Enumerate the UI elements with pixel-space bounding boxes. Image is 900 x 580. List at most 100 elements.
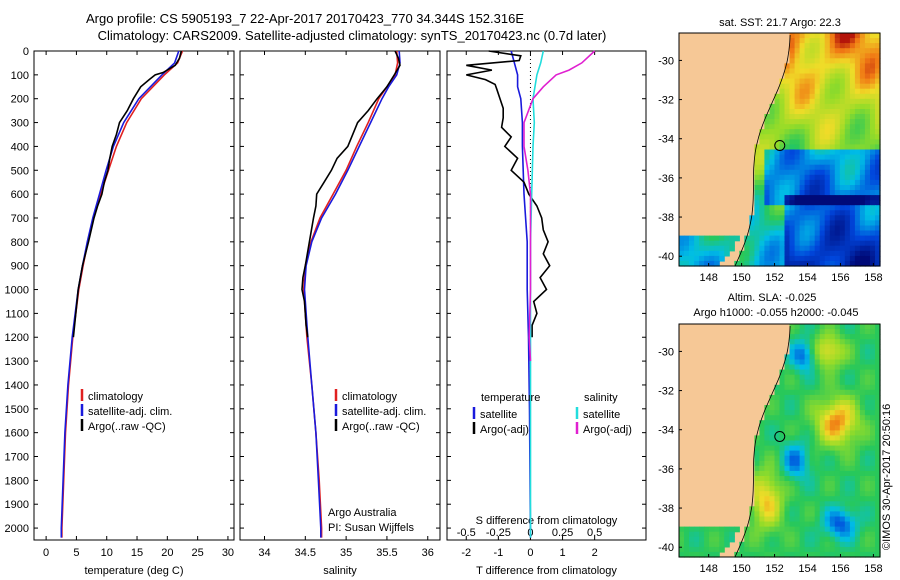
map-cell [854,124,861,130]
map-cell [804,476,811,482]
map-cell [829,405,836,411]
map-cell [809,58,816,64]
map-cell [839,38,846,44]
map-cell [864,169,871,176]
map-cell [854,78,861,85]
map-cell [854,445,861,452]
map-cell [794,496,801,502]
map-cell [854,511,861,518]
y-tick-label: -30 [658,55,674,67]
map-cell [870,531,876,538]
map-cell [814,33,821,39]
map-cell [844,114,851,120]
map-cell [814,98,821,105]
map-cell [829,88,836,95]
map-cell [839,486,846,492]
map-cell [769,134,776,140]
map-cell [789,511,796,518]
map-cell [784,225,791,232]
map-cell [809,486,816,492]
map-cell [779,164,786,171]
map-cell [804,425,811,431]
map-cell [819,465,826,472]
map-cell [804,149,811,156]
map-cell [829,149,836,156]
map-cell [849,58,856,64]
map-cell [824,63,831,70]
map-cell [779,88,786,95]
map-cell [854,516,861,523]
map-cell [819,501,826,507]
map-cell [859,389,866,396]
map-cell [819,185,826,191]
map-cell [849,235,856,242]
map-cell [809,324,816,330]
map-cell [849,210,856,216]
map-cell [794,260,801,267]
map-cell [759,240,765,247]
map-cell [834,455,841,462]
map-cell [875,33,881,39]
map-cell [875,400,881,406]
map-cell [819,139,826,146]
map-cell [875,435,881,442]
map-cell [859,541,866,548]
map-cell [789,445,796,452]
map-cell [844,58,851,64]
map-cell [754,551,760,558]
map-cell [870,384,876,391]
map-cell [799,450,806,457]
map-cell [809,516,816,523]
map-cell [804,481,811,487]
map-cell [864,33,871,39]
map-cell [799,109,806,115]
map-cell [824,73,831,80]
map-cell [784,486,791,492]
map-cell [844,225,851,232]
map-cell [794,491,801,497]
map-cell [875,215,881,221]
map-cell [859,210,866,216]
map-cell [784,149,791,156]
map-cell [819,154,826,161]
map-cell [870,511,876,518]
map-cell [804,215,811,221]
map-cell [819,521,826,528]
map-cell [684,546,690,553]
map-cell [789,225,796,232]
map-cell [784,73,791,80]
map-cell [784,506,791,512]
map-cell [799,526,806,533]
map-cell [834,124,841,130]
map-cell [759,225,765,232]
map-cell [864,159,871,166]
map-cell [779,415,786,421]
map-cell [784,491,791,497]
map-cell [774,496,781,502]
map-cell [719,546,725,553]
map-cell [789,551,796,558]
map-cell [854,149,861,156]
map-cell [824,374,831,381]
map-cell [829,435,836,442]
map-cell [799,506,806,512]
map-cell [764,164,770,171]
map-cell [854,415,861,421]
map-cell [829,119,836,125]
map-cell [799,98,806,105]
map-cell [834,98,841,105]
map-cell [794,210,801,216]
map-cell [784,164,791,171]
map-cell [834,410,841,416]
map-cell [814,384,821,391]
map-cell [849,516,856,523]
map-cell [749,250,755,257]
map-cell [859,63,866,70]
map-cell [849,129,856,135]
map-cell [864,83,871,90]
map-cell [749,230,755,237]
map-cell [839,339,846,345]
map-cell [779,220,786,227]
map-cell [804,185,811,191]
map-cell [875,445,881,452]
